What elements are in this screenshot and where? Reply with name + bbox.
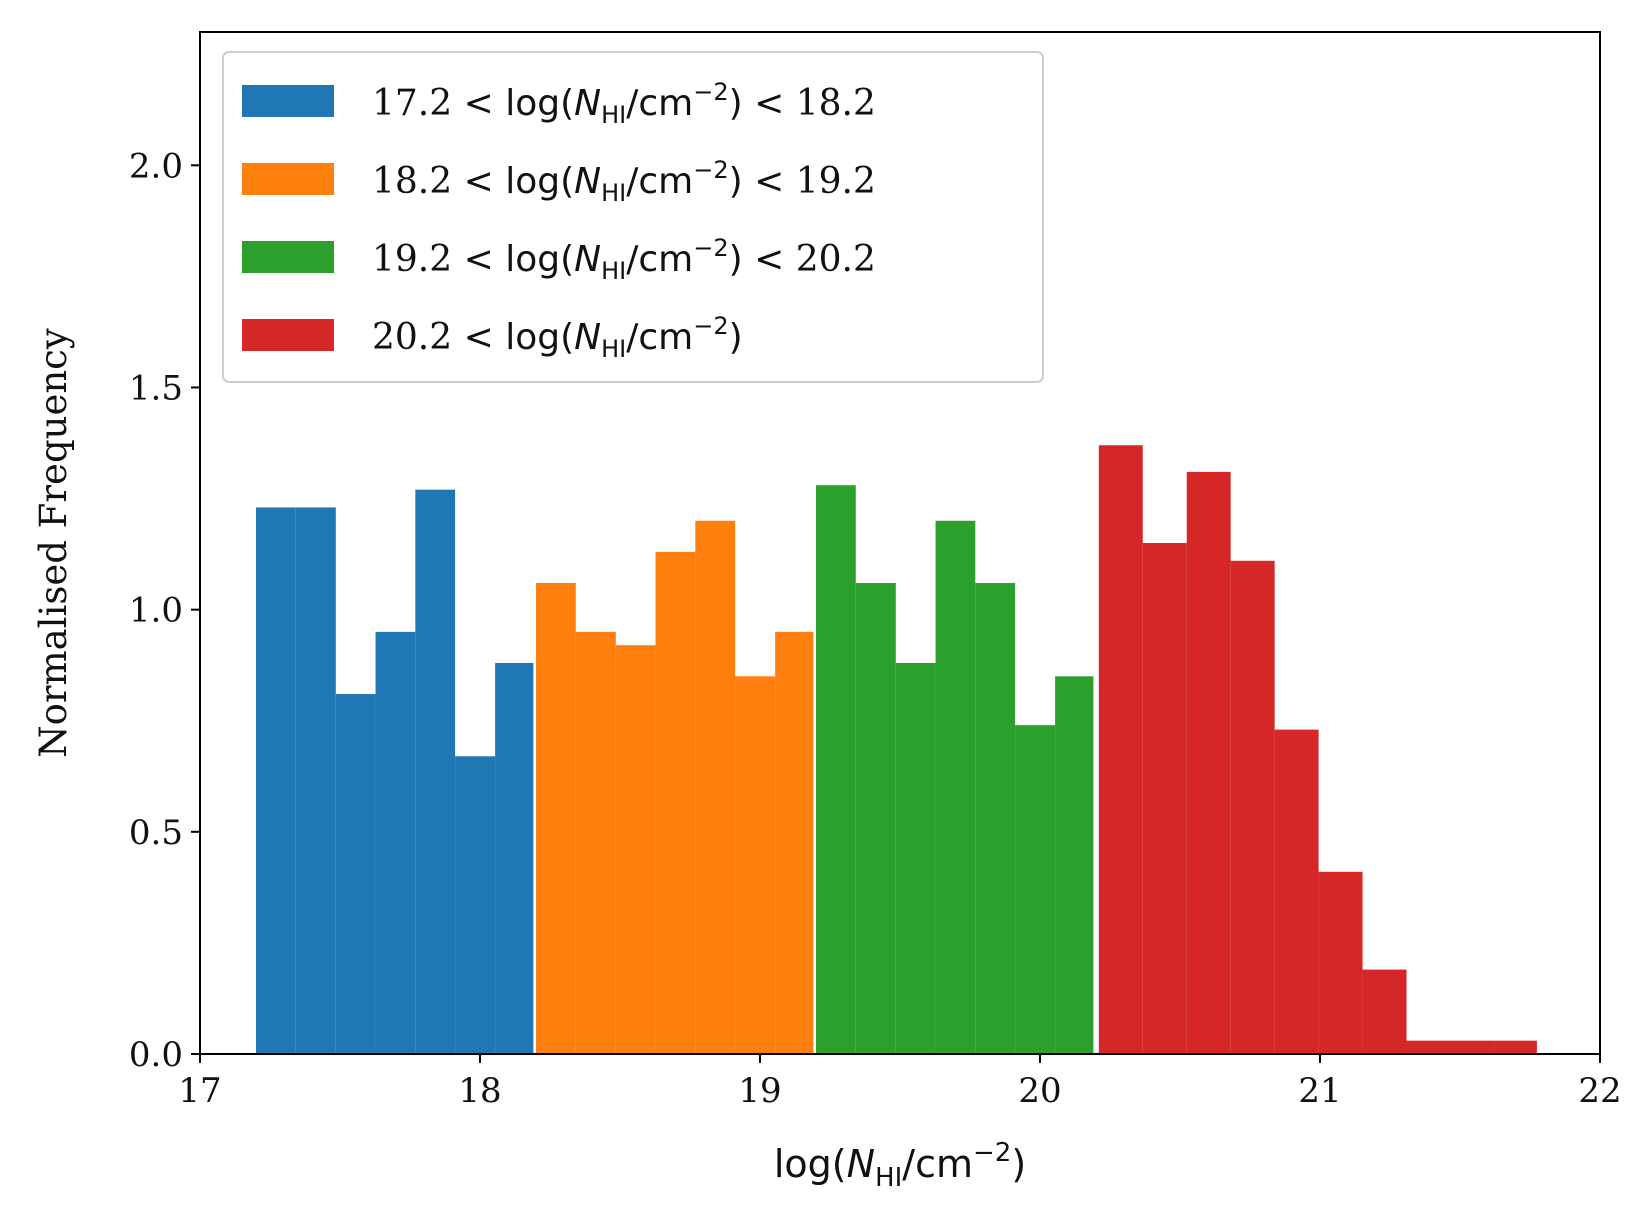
histogram-bar	[1318, 871, 1363, 1054]
histogram-bar	[895, 662, 936, 1054]
y-tick-label: 1.5	[129, 368, 183, 408]
y-tick-label: 2.0	[129, 146, 183, 186]
histogram-bar	[1230, 560, 1275, 1054]
legend-label: 18.2 < log(NHI/cm−2) < 19.2	[372, 156, 876, 207]
histogram-bar	[1362, 969, 1407, 1054]
histogram-bar	[855, 582, 896, 1054]
y-tick-label: 0.5	[129, 813, 183, 853]
histogram-bar	[1406, 1040, 1451, 1054]
histogram-bar	[975, 582, 1016, 1054]
histogram-bar	[455, 756, 496, 1054]
histogram-bar	[1098, 445, 1143, 1054]
legend-swatch	[242, 163, 334, 195]
histogram-bar	[816, 485, 856, 1055]
legend-entry: 18.2 < log(NHI/cm−2) < 19.2	[242, 156, 876, 207]
histogram-bar	[1450, 1040, 1495, 1054]
x-axis-title: log(NHI/cm−2)	[774, 1138, 1026, 1193]
axes: 17 18 19 20 21 22 0.0 0.5 1.0 1.5 2.0 Normalised Fr…	[32, 31, 1622, 1193]
x-tick-label: 22	[1578, 1071, 1621, 1111]
legend: 17.2 < log(NHI/cm−2) < 18.2 18.2 < log(NH…	[222, 51, 1044, 383]
histogram-bar	[335, 694, 376, 1054]
y-tick-label: 1.0	[129, 591, 183, 631]
histogram-bar	[935, 520, 976, 1054]
series-4-bars	[1098, 445, 1537, 1054]
legend-swatch	[242, 241, 334, 273]
legend-entry: 17.2 < log(NHI/cm−2) < 18.2	[242, 78, 876, 129]
histogram-bar	[655, 551, 696, 1054]
series-1-bars	[256, 489, 534, 1055]
histogram-bar	[415, 489, 456, 1055]
legend-label: 19.2 < log(NHI/cm−2) < 20.2	[372, 234, 876, 285]
x-tick-label: 21	[1298, 1071, 1341, 1111]
legend-label: 20.2 < log(NHI/cm−2)	[372, 312, 743, 363]
histogram-bar	[775, 631, 814, 1054]
legend-box	[222, 51, 1044, 383]
histogram-bar	[1055, 676, 1094, 1054]
histogram-bar	[615, 645, 656, 1054]
x-tick-label: 19	[738, 1071, 781, 1111]
x-tick-label: 18	[458, 1071, 501, 1111]
histogram-bar	[1142, 543, 1187, 1054]
histogram-bar	[1274, 729, 1319, 1054]
histogram-bar	[695, 520, 736, 1054]
x-tick-label: 17	[178, 1071, 221, 1111]
histogram-bar	[375, 631, 416, 1054]
histogram-bar	[536, 582, 576, 1054]
y-axis-title: Normalised Frequency	[32, 328, 75, 758]
legend-label: 17.2 < log(NHI/cm−2) < 18.2	[372, 78, 876, 129]
histogram-bars	[256, 445, 1537, 1055]
histogram-bar	[735, 676, 776, 1054]
series-3-bars	[816, 485, 1094, 1055]
x-tick-label: 20	[1018, 1071, 1061, 1111]
histogram-bar	[256, 507, 296, 1055]
histogram-bar	[1015, 725, 1056, 1054]
legend-swatch	[242, 85, 334, 117]
series-2-bars	[536, 520, 814, 1054]
y-tick-label: 0.0	[129, 1035, 183, 1075]
histogram-bar	[295, 507, 336, 1055]
legend-entry: 19.2 < log(NHI/cm−2) < 20.2	[242, 234, 876, 285]
legend-swatch	[242, 319, 334, 351]
plot-frame	[199, 31, 1601, 1055]
histogram-bar	[1186, 471, 1231, 1054]
histogram-bar	[575, 631, 616, 1054]
histogram-bar	[495, 662, 534, 1054]
histogram-bar	[1494, 1040, 1537, 1054]
legend-entry: 20.2 < log(NHI/cm−2)	[242, 312, 743, 363]
